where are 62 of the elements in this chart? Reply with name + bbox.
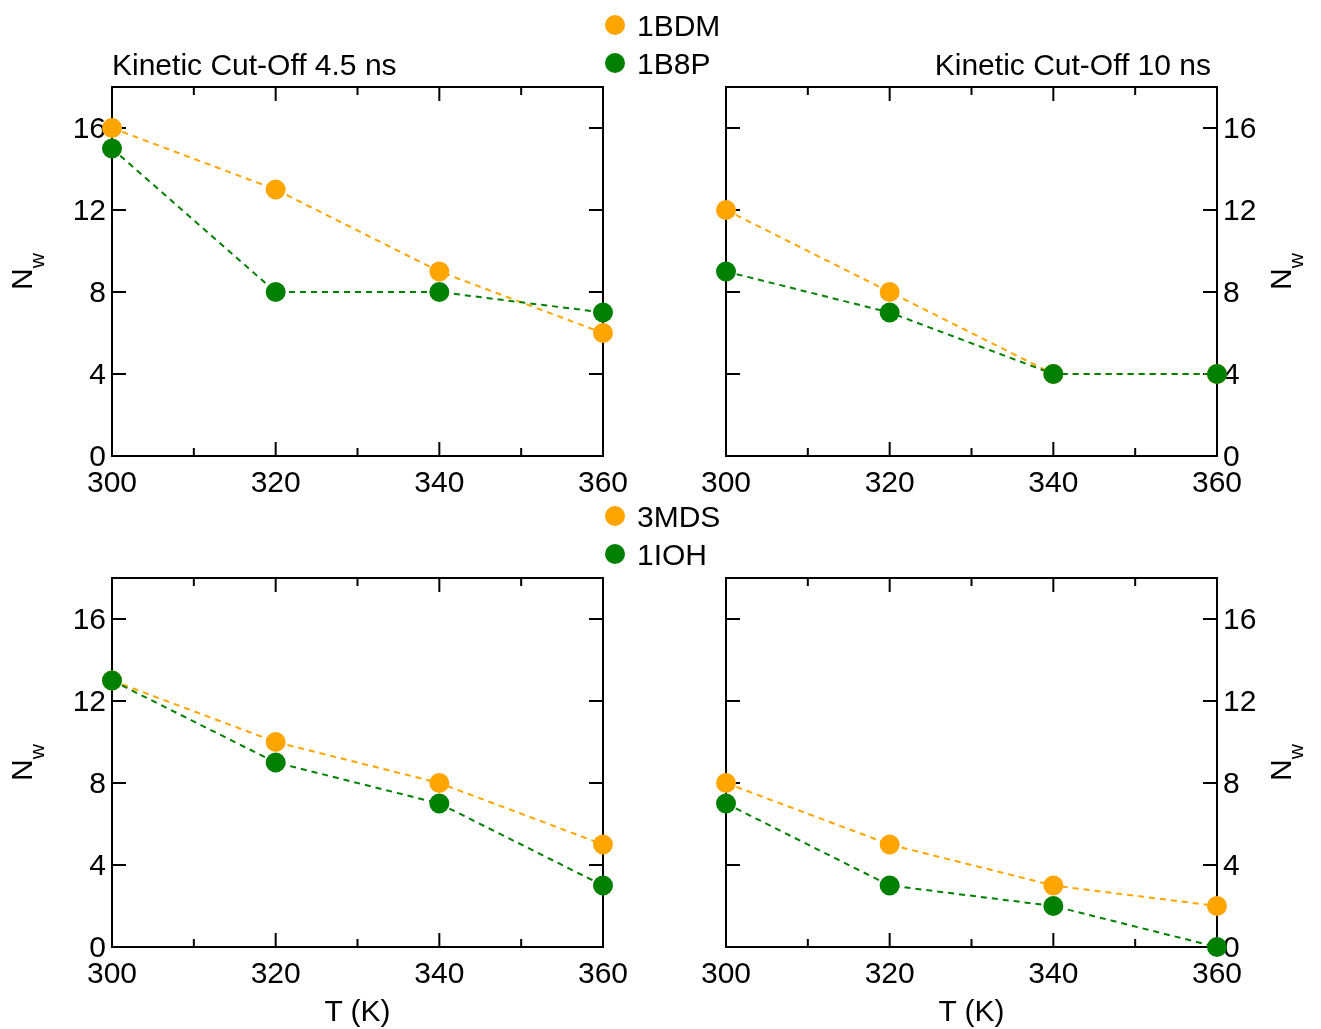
y-tick-label: 8 <box>1223 275 1240 308</box>
y-tick-label: 4 <box>89 357 106 390</box>
legend-label: 1BDM <box>637 9 721 42</box>
x-tick-label: 300 <box>700 465 752 498</box>
y-tick-label: 4 <box>89 848 106 881</box>
point <box>265 282 286 302</box>
point <box>593 302 613 323</box>
x-tick-label: 340 <box>1028 465 1079 498</box>
y-tick-label: 16 <box>72 111 106 144</box>
x-axis-title: T (K) <box>938 994 1005 1027</box>
point <box>429 261 450 282</box>
point <box>716 261 736 282</box>
y-tick-label: 12 <box>72 193 106 226</box>
point <box>1207 937 1227 957</box>
point <box>1043 875 1064 896</box>
legend-label: 1B8P <box>637 47 711 80</box>
point <box>716 200 736 220</box>
point <box>102 118 122 138</box>
point <box>879 302 900 323</box>
y-tick-label: 16 <box>72 602 106 635</box>
x-tick-label: 320 <box>250 465 301 498</box>
point <box>429 282 450 302</box>
x-tick-label: 360 <box>577 956 629 989</box>
y-tick-label: 8 <box>89 766 106 799</box>
y-tick-label: 12 <box>1223 193 1257 226</box>
legend-label: 1IOH <box>637 538 708 571</box>
x-axis-title: T (K) <box>324 994 391 1027</box>
chart-title: Kinetic Cut-Off 10 ns <box>934 48 1211 81</box>
x-tick-label: 360 <box>1191 956 1243 989</box>
y-tick-label: 16 <box>1223 111 1257 144</box>
point <box>102 138 122 159</box>
y-tick-label: 8 <box>89 275 106 308</box>
point <box>1043 896 1064 916</box>
x-tick-label: 320 <box>864 956 915 989</box>
point <box>265 732 286 752</box>
chart-title: Kinetic Cut-Off 4.5 ns <box>112 48 397 81</box>
y-tick-label: 8 <box>1223 766 1240 799</box>
y-tick-label: 16 <box>1223 602 1257 635</box>
point <box>265 179 286 200</box>
point <box>429 773 450 793</box>
legend-label: 3MDS <box>637 500 721 533</box>
point <box>1207 896 1227 916</box>
point <box>265 752 286 773</box>
x-tick-label: 340 <box>414 465 465 498</box>
point <box>716 773 736 793</box>
point <box>716 793 736 814</box>
x-tick-label: 320 <box>250 956 301 989</box>
point <box>593 875 613 896</box>
x-tick-label: 360 <box>577 465 629 498</box>
x-tick-label: 320 <box>864 465 915 498</box>
x-tick-label: 340 <box>1028 956 1079 989</box>
point <box>879 834 900 855</box>
x-tick-label: 300 <box>700 956 752 989</box>
point <box>593 323 613 343</box>
y-tick-label: 12 <box>72 684 106 717</box>
y-tick-label: 12 <box>1223 684 1257 717</box>
point <box>429 793 450 814</box>
point <box>593 834 613 855</box>
y-tick-label: 4 <box>1223 848 1240 881</box>
point <box>879 282 900 302</box>
point <box>879 875 900 896</box>
x-tick-label: 340 <box>414 956 465 989</box>
